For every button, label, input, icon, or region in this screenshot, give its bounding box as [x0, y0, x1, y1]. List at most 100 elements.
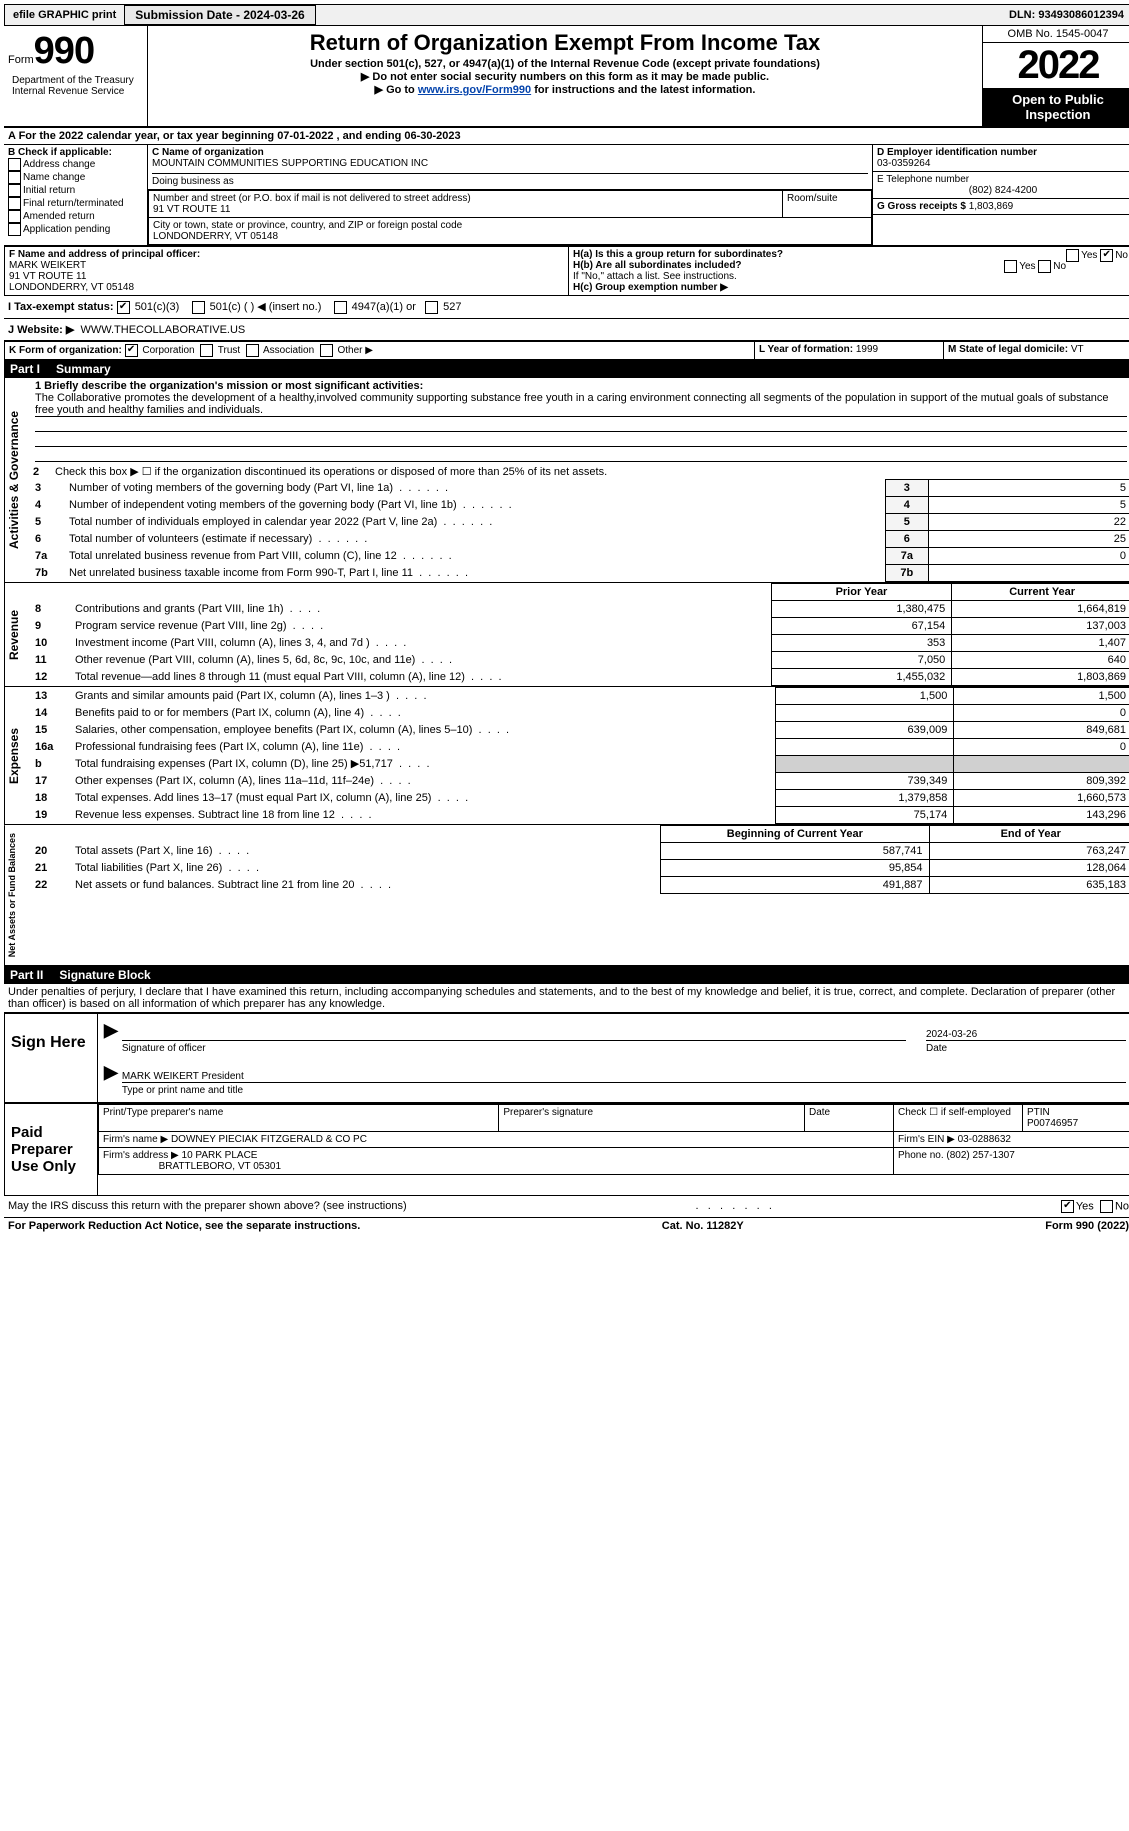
- summary-line: 22 Net assets or fund balances. Subtract…: [29, 876, 1129, 893]
- sign-here-label: Sign Here: [5, 1014, 98, 1102]
- summary-line: 18 Total expenses. Add lines 13–17 (must…: [29, 789, 1129, 806]
- cb-address-change[interactable]: Address change: [8, 158, 143, 171]
- cb-501c[interactable]: [192, 301, 205, 314]
- print-name-label: Print/Type preparer's name: [99, 1104, 499, 1131]
- check-self-employed: Check ☐ if self-employed: [894, 1104, 1023, 1131]
- cb-initial-return[interactable]: Initial return: [8, 184, 143, 197]
- ha-no-cb[interactable]: [1100, 249, 1113, 262]
- footer-pra: For Paperwork Reduction Act Notice, see …: [8, 1220, 360, 1232]
- ha-yesno: Yes No: [1066, 249, 1128, 262]
- cb-name-change[interactable]: Name change: [8, 171, 143, 184]
- part-i-num: Part I: [10, 362, 56, 376]
- summary-line: 21 Total liabilities (Part X, line 26) .…: [29, 859, 1129, 876]
- preparer-table: Print/Type preparer's name Preparer's si…: [98, 1104, 1129, 1175]
- sig-officer-label: Signature of officer: [122, 1043, 906, 1054]
- section-l-year: L Year of formation: 1999: [755, 341, 944, 359]
- vlabel-revenue: Revenue: [4, 583, 29, 686]
- discuss-label: May the IRS discuss this return with the…: [8, 1200, 407, 1213]
- f-h-table: F Name and address of principal officer:…: [4, 246, 1129, 296]
- footer-cat: Cat. No. 11282Y: [662, 1220, 744, 1232]
- summary-line: 19 Revenue less expenses. Subtract line …: [29, 806, 1129, 823]
- net-assets-table: Beginning of Current Year End of Year20 …: [29, 825, 1129, 894]
- section-k-form-org: K Form of organization: Corporation Trus…: [5, 341, 755, 359]
- ptin-cell: PTINP00746957: [1023, 1104, 1129, 1131]
- form-subtitle: Under section 501(c), 527, or 4947(a)(1)…: [154, 58, 976, 70]
- summary-line: 9 Program service revenue (Part VIII, li…: [29, 617, 1129, 634]
- c-name-label: C Name of organization: [152, 147, 868, 158]
- summary-line: 6 Total number of volunteers (estimate i…: [29, 530, 1129, 547]
- vlabel-expenses: Expenses: [4, 687, 29, 824]
- hb-yes-cb[interactable]: [1004, 260, 1017, 273]
- section-a-calendar-year: A For the 2022 calendar year, or tax yea…: [4, 127, 1129, 145]
- submission-date-btn[interactable]: Submission Date - 2024-03-26: [124, 5, 315, 25]
- firm-phone-label: Phone no.: [898, 1150, 944, 1161]
- perjury-statement: Under penalties of perjury, I declare th…: [4, 984, 1129, 1013]
- firm-ein-cell: Firm's EIN ▶ 03-0288632: [894, 1131, 1129, 1147]
- summary-line: 8 Contributions and grants (Part VIII, l…: [29, 600, 1129, 617]
- paid-preparer-label: Paid Preparer Use Only: [5, 1104, 98, 1195]
- section-i-tax-exempt: I Tax-exempt status: 501(c)(3) 501(c) ( …: [4, 296, 1129, 319]
- h-b-row: H(b) Are all subordinates included? Yes …: [573, 260, 1128, 271]
- form-990-number: 990: [34, 30, 94, 72]
- paid-preparer-right: Print/Type preparer's name Preparer's si…: [98, 1104, 1129, 1195]
- mission-block: 1 Briefly describe the organization's mi…: [29, 378, 1129, 464]
- cb-final-return[interactable]: Final return/terminated: [8, 197, 143, 210]
- entity-info-grid: B Check if applicable: Address change Na…: [4, 145, 1129, 246]
- mission-blank-2: [35, 432, 1127, 447]
- firm-phone-cell: Phone no. (802) 257-1307: [894, 1147, 1129, 1174]
- goto-pre: ▶ Go to: [375, 84, 418, 96]
- street-label: Number and street (or P.O. box if mail i…: [153, 193, 778, 204]
- officer-name: MARK WEIKERT: [9, 260, 86, 271]
- summary-line: 3 Number of voting members of the govern…: [29, 479, 1129, 496]
- header-right-block: OMB No. 1545-0047 2022 Open to Public In…: [983, 26, 1129, 126]
- city-cell: City or town, state or province, country…: [149, 218, 872, 245]
- cb-527[interactable]: [425, 301, 438, 314]
- cb-application-pending[interactable]: Application pending: [8, 223, 143, 236]
- cb-4947[interactable]: [334, 301, 347, 314]
- officer-street: 91 VT ROUTE 11: [9, 271, 86, 282]
- org-name: MOUNTAIN COMMUNITIES SUPPORTING EDUCATIO…: [152, 158, 868, 169]
- part-i-header: Part I Summary: [4, 360, 1129, 378]
- discuss-no-cb[interactable]: [1100, 1200, 1113, 1213]
- cb-corporation[interactable]: [125, 344, 138, 357]
- city-value: LONDONDERRY, VT 05148: [153, 231, 867, 242]
- e-label: E Telephone number: [877, 174, 1129, 185]
- part-ii-num: Part II: [10, 968, 59, 982]
- cb-amended-return[interactable]: Amended return: [8, 210, 143, 223]
- ha-label: H(a) Is this a group return for subordin…: [573, 249, 783, 260]
- goto-post: for instructions and the latest informat…: [531, 84, 755, 96]
- efile-topbar: efile GRAPHIC print Submission Date - 20…: [4, 4, 1129, 26]
- officer-city: LONDONDERRY, VT 05148: [9, 282, 134, 293]
- section-m-state: M State of legal domicile: VT: [944, 341, 1129, 359]
- vlabel-net-assets: Net Assets or Fund Balances: [4, 825, 29, 965]
- paid-preparer-block: Paid Preparer Use Only Print/Type prepar…: [4, 1103, 1129, 1196]
- ha-yes-cb[interactable]: [1066, 249, 1079, 262]
- firm-name-value: DOWNEY PIECIAK FITZGERALD & CO PC: [171, 1134, 367, 1145]
- year-formation: 1999: [856, 344, 878, 355]
- firm-phone-value: (802) 257-1307: [946, 1150, 1014, 1161]
- expenses-table: 13 Grants and similar amounts paid (Part…: [29, 687, 1129, 824]
- discuss-yes-cb[interactable]: [1061, 1200, 1074, 1213]
- summary-line: 5 Total number of individuals employed i…: [29, 513, 1129, 530]
- cb-association[interactable]: [246, 344, 259, 357]
- ein-value: 03-0359264: [877, 158, 1129, 169]
- ptin-label: PTIN: [1027, 1107, 1050, 1118]
- cb-other[interactable]: [320, 344, 333, 357]
- irs-link[interactable]: www.irs.gov/Form990: [418, 84, 531, 96]
- cb-501c3[interactable]: [117, 301, 130, 314]
- summary-line: 20 Total assets (Part X, line 16) . . . …: [29, 842, 1129, 859]
- sig-arrow-2: ▶: [104, 1062, 122, 1096]
- sig-arrow-1: ▶: [104, 1020, 122, 1054]
- ag-lines: 1 Briefly describe the organization's mi…: [29, 378, 1129, 582]
- hb-no-cb[interactable]: [1038, 260, 1051, 273]
- h-a-row: H(a) Is this a group return for subordin…: [573, 249, 1128, 260]
- address-table: Number and street (or P.O. box if mail i…: [148, 190, 872, 245]
- i-label: I Tax-exempt status:: [8, 301, 114, 313]
- j-label: J Website: ▶: [8, 324, 74, 336]
- hb-label: H(b) Are all subordinates included?: [573, 260, 742, 271]
- k-label: K Form of organization:: [9, 345, 122, 356]
- m-label: M State of legal domicile:: [948, 344, 1071, 355]
- summary-line: 11 Other revenue (Part VIII, column (A),…: [29, 651, 1129, 668]
- cb-trust[interactable]: [200, 344, 213, 357]
- city-label: City or town, state or province, country…: [153, 220, 867, 231]
